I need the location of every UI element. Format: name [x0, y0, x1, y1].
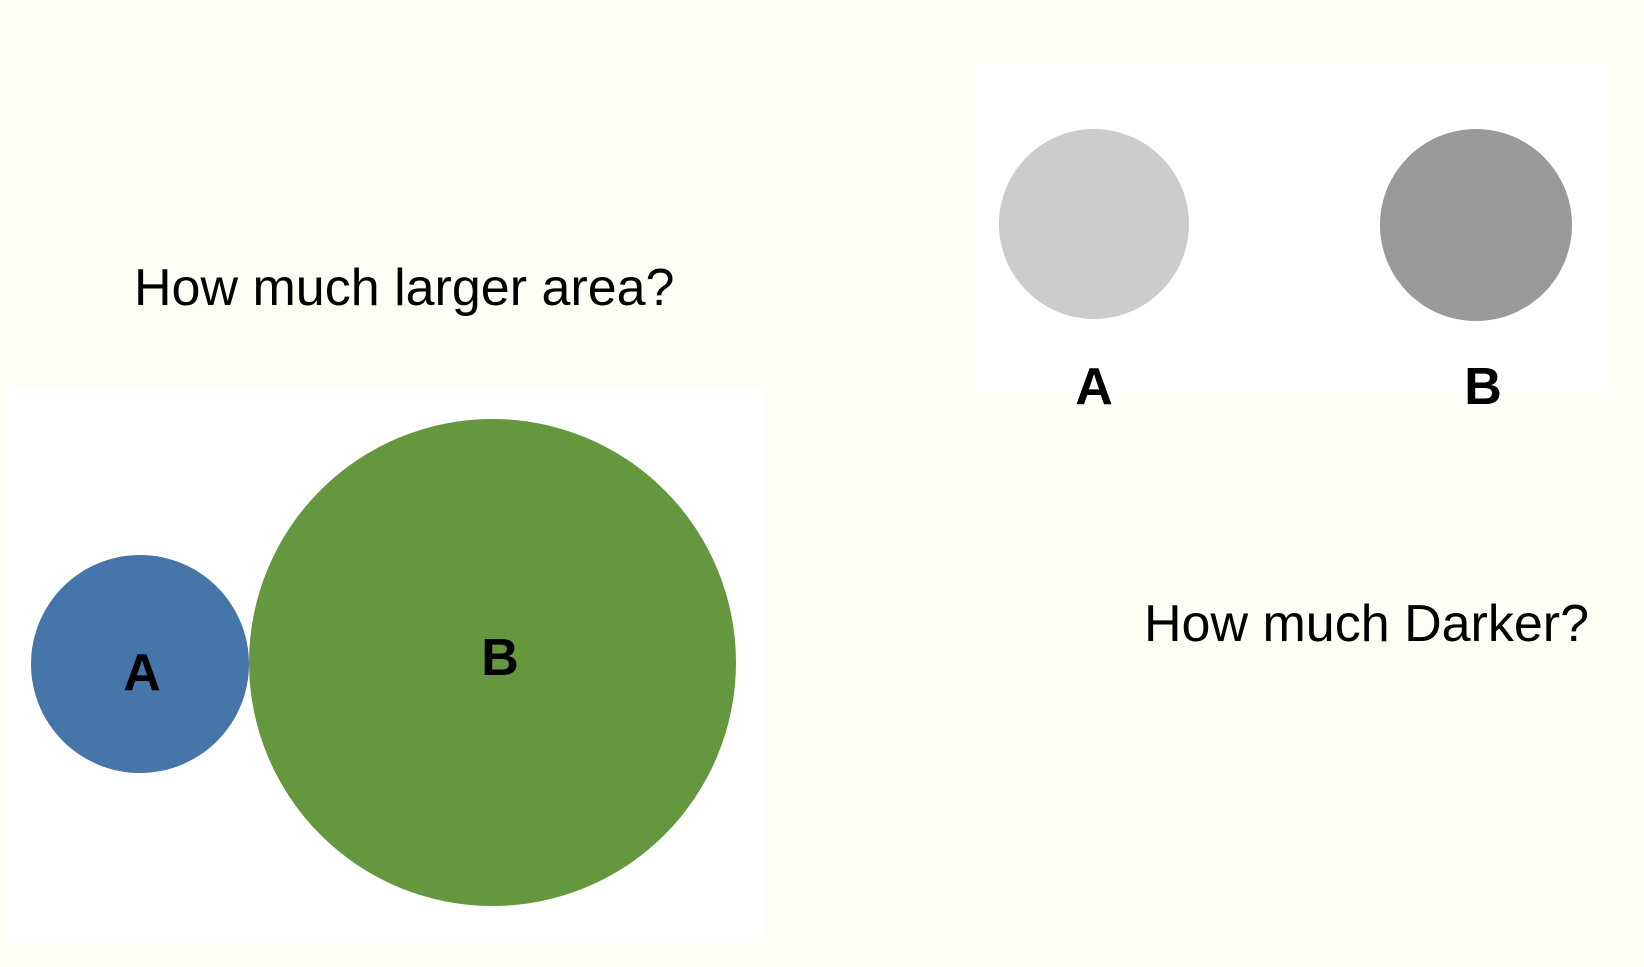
area-question: How much larger area?	[134, 259, 675, 317]
darkness-question: How much Darker?	[1144, 595, 1590, 653]
shade-comparison-panel: A B	[975, 64, 1609, 413]
circle-a-area-label: A	[123, 644, 161, 702]
circle-a-area	[31, 555, 249, 773]
circle-b-area	[249, 419, 736, 906]
circle-a-shade	[999, 129, 1189, 319]
area-comparison-panel: A B	[8, 387, 766, 943]
circle-b-area-label: B	[481, 629, 519, 687]
circle-a-shade-label: A	[1075, 358, 1113, 416]
circle-b-shade	[1380, 129, 1572, 321]
circle-b-shade-label: B	[1464, 358, 1502, 416]
